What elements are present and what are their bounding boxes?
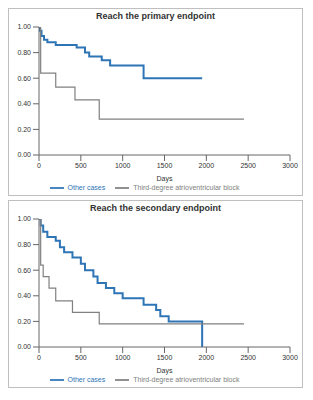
- svg-text:3000: 3000: [282, 162, 298, 169]
- svg-text:0.00: 0.00: [17, 151, 31, 158]
- svg-text:0.40: 0.40: [17, 100, 31, 107]
- html-text:Other cases: Other cases: [67, 375, 106, 383]
- svg-text:1000: 1000: [115, 354, 131, 361]
- svg-text:0.80: 0.80: [17, 49, 31, 56]
- svg-text:0.00: 0.00: [17, 343, 31, 350]
- html-text:Reach the primary endpoint: Reach the primary endpoint: [96, 11, 215, 21]
- svg-text:3000: 3000: [282, 354, 298, 361]
- svg-text:1000: 1000: [115, 162, 131, 169]
- svg-text:0.40: 0.40: [17, 292, 31, 299]
- svg-text:0.20: 0.20: [17, 318, 31, 325]
- svg-text:2000: 2000: [199, 162, 215, 169]
- svg-text:500: 500: [75, 162, 87, 169]
- svg-text:0.20: 0.20: [17, 126, 31, 133]
- svg-text:1500: 1500: [157, 162, 173, 169]
- svg-text:0: 0: [37, 162, 41, 169]
- svg-text:0.80: 0.80: [17, 241, 31, 248]
- svg-text:2500: 2500: [240, 162, 256, 169]
- svg-text:0.60: 0.60: [17, 75, 31, 82]
- svg-text:500: 500: [75, 354, 87, 361]
- svg-text:Days: Days: [157, 175, 173, 183]
- svg-text:Days: Days: [157, 367, 173, 375]
- svg-text:1.00: 1.00: [17, 215, 31, 222]
- svg-text:2000: 2000: [199, 354, 215, 361]
- svg-text:1500: 1500: [157, 354, 173, 361]
- html-text:Reach the secondary endpoint: Reach the secondary endpoint: [90, 203, 221, 213]
- html-text:Other cases: Other cases: [67, 183, 106, 191]
- svg-text:0: 0: [37, 354, 41, 361]
- html-text:Third-degree atrioventricular: Third-degree atrioventricular block: [133, 375, 240, 383]
- html-text:Third-degree atrioventricular: Third-degree atrioventricular block: [133, 183, 240, 191]
- svg-text:1.00: 1.00: [17, 23, 31, 30]
- svg-text:2500: 2500: [240, 354, 256, 361]
- svg-text:0.60: 0.60: [17, 267, 31, 274]
